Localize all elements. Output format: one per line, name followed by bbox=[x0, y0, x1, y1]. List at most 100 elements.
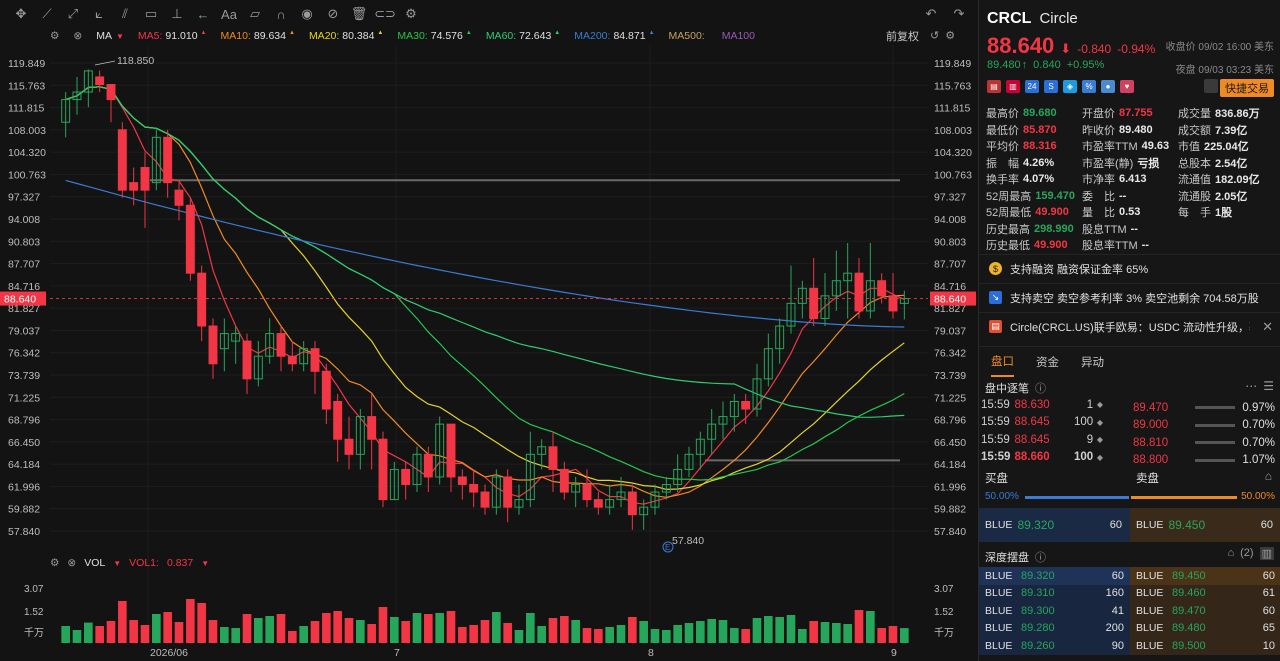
tab-orderbook[interactable]: 盘口 bbox=[991, 347, 1014, 377]
favorite-heart-icon[interactable]: ♥ bbox=[1120, 80, 1134, 93]
crosshair-icon[interactable]: ✥ bbox=[15, 6, 27, 21]
ray-tool-icon[interactable]: ⤢ bbox=[67, 6, 79, 21]
volume-bar bbox=[469, 625, 478, 643]
stat-label: 市盈率(静) bbox=[1082, 157, 1134, 170]
volume-bar bbox=[412, 613, 422, 643]
volume-bar bbox=[140, 625, 150, 643]
quick-trade-button[interactable]: 快捷交易 bbox=[1220, 79, 1274, 97]
price-tick-right: 90.803 bbox=[934, 236, 966, 248]
alert-icon[interactable]: ● bbox=[1101, 80, 1115, 93]
tick-qty: 9 bbox=[1086, 433, 1094, 446]
settings-icon[interactable]: ⚙ bbox=[50, 557, 60, 569]
after-hours-change-pct: +0.95% bbox=[1066, 59, 1105, 71]
volume-bar bbox=[356, 620, 365, 643]
note-tool-icon[interactable]: ▱ bbox=[250, 6, 260, 21]
ma-legend-item[interactable]: MA20: 80.384 ▲ bbox=[309, 30, 383, 42]
ma-legend-item[interactable]: MA30: 74.576 ▲ bbox=[397, 30, 471, 42]
line-tool-icon[interactable]: ⟋ bbox=[42, 6, 52, 21]
parallel-tool-icon[interactable]: ⫽ bbox=[122, 6, 128, 21]
bid-label: 买盘 bbox=[985, 473, 1008, 485]
candle-body bbox=[378, 438, 388, 501]
depth-ex: BLUE bbox=[1136, 604, 1164, 617]
info-icon[interactable]: ⓘ bbox=[1035, 552, 1046, 564]
text-tool-icon[interactable]: Aa bbox=[221, 6, 237, 22]
ma-legend-item[interactable]: MA60: 72.643 ▲ bbox=[486, 30, 560, 42]
channel-tool-icon[interactable]: ⟀ bbox=[95, 6, 103, 21]
tick-time: 15:59 bbox=[981, 433, 1010, 446]
arrow-tool-icon[interactable]: ← bbox=[196, 6, 210, 22]
undo-icon[interactable]: ↶ bbox=[925, 6, 937, 21]
magnet-icon[interactable]: ∩ bbox=[276, 6, 286, 22]
rect-tool-icon[interactable]: ▭ bbox=[144, 6, 158, 21]
more-icon[interactable]: ⋯ bbox=[1245, 379, 1258, 393]
options-icon[interactable]: S bbox=[1044, 80, 1058, 93]
notice-news[interactable]: ▤ Circle(CRCL.US)联手欧易：USDC 流动性升级，覆... ✕ bbox=[979, 312, 1280, 340]
notice-margin[interactable]: $ 支持融资 融资保证金率 65% bbox=[979, 254, 1280, 282]
depth-ask[interactable]: BLUE 89.480 65 bbox=[1130, 619, 1280, 637]
link-icon[interactable]: ⊂⊃ bbox=[374, 6, 396, 21]
measure-tool-icon[interactable]: ⊥ bbox=[171, 6, 183, 21]
volume-bar bbox=[265, 616, 274, 643]
depth-ask[interactable]: BLUE 89.500 10 bbox=[1130, 637, 1280, 655]
depth-bid[interactable]: BLUE 89.300 41 bbox=[979, 602, 1130, 620]
candle-body bbox=[265, 333, 275, 357]
info-icon[interactable]: ⓘ bbox=[1035, 383, 1046, 395]
settings-icon[interactable]: ⚙ bbox=[50, 30, 60, 42]
depth-bid[interactable]: BLUE 89.320 60 bbox=[979, 567, 1130, 585]
depth-chart-icon[interactable]: ▥ bbox=[1259, 547, 1274, 560]
settings-icon[interactable]: ⚙ bbox=[405, 6, 417, 21]
candle-body bbox=[491, 476, 501, 508]
24h-icon[interactable]: 24 bbox=[1025, 80, 1039, 93]
stat-item: 振 幅 4.26% bbox=[986, 156, 1082, 171]
redo-icon[interactable]: ↷ bbox=[953, 6, 965, 21]
close-icon[interactable]: ⊗ bbox=[67, 557, 77, 569]
bank-icon[interactable]: ⌂ bbox=[1227, 547, 1235, 559]
ma-legend-item[interactable]: MA10: 89.634 ▲ bbox=[221, 30, 295, 42]
volume-bar bbox=[174, 622, 184, 643]
best-ask[interactable]: BLUE 89.450 60 bbox=[1130, 508, 1280, 542]
stat-label: 昨收价 bbox=[1082, 124, 1115, 137]
vol-tick-left: 千万 bbox=[24, 627, 44, 639]
list-icon[interactable]: ☰ bbox=[1263, 379, 1274, 393]
chevron-down-icon[interactable]: ▼ bbox=[201, 558, 210, 568]
depth-ask[interactable]: BLUE 89.460 61 bbox=[1130, 584, 1280, 602]
eye-icon[interactable]: ◉ bbox=[301, 6, 313, 21]
depth-ask[interactable]: BLUE 89.470 60 bbox=[1130, 602, 1280, 620]
adjust-mode-label[interactable]: 前复权 bbox=[886, 31, 919, 43]
bell-icon[interactable] bbox=[1204, 79, 1218, 93]
depth-ask[interactable]: BLUE 89.450 60 bbox=[1130, 567, 1280, 585]
settings-icon[interactable]: ⚙ bbox=[945, 30, 956, 42]
chart-type-icon[interactable]: ▥ bbox=[1006, 80, 1020, 93]
candle-body bbox=[639, 506, 649, 516]
ma-legend-item[interactable]: MA100 bbox=[722, 30, 758, 42]
margin-icon[interactable]: % bbox=[1082, 80, 1096, 93]
reset-icon[interactable]: ↺ bbox=[930, 30, 940, 42]
tab-capital[interactable]: 资金 bbox=[1036, 356, 1059, 369]
ma-legend-item[interactable]: MA200: 84.871 ▲ bbox=[574, 30, 654, 42]
close-icon[interactable]: ⊗ bbox=[73, 30, 83, 42]
notice-short[interactable]: ↘ 支持卖空 卖空参考利率 3% 卖空池剩余 704.58万股 bbox=[979, 283, 1280, 311]
depth-bid[interactable]: BLUE 89.260 90 bbox=[979, 637, 1130, 655]
depth-bid[interactable]: BLUE 89.280 200 bbox=[979, 619, 1130, 637]
tick-price: 88.645 bbox=[1014, 416, 1050, 429]
stat-value: 49.63 bbox=[1141, 140, 1170, 153]
ma-legend-item[interactable]: MA500: bbox=[669, 30, 708, 42]
last-price: 88.640 bbox=[987, 33, 1055, 58]
chevron-down-icon[interactable]: ▼ bbox=[115, 31, 124, 41]
chevron-down-icon[interactable]: ▼ bbox=[113, 558, 122, 568]
hide-icon[interactable]: ⊘ bbox=[327, 6, 339, 21]
candle-body bbox=[559, 468, 569, 493]
price-tick-left: 73.739 bbox=[8, 370, 40, 382]
best-bid[interactable]: BLUE 89.320 60 bbox=[979, 508, 1130, 542]
tab-movement[interactable]: 异动 bbox=[1081, 356, 1104, 369]
price-level-row: 89.000 0.70% bbox=[1133, 417, 1275, 435]
bank-icon[interactable]: ⌂ bbox=[1264, 469, 1272, 483]
depth-bid[interactable]: BLUE 89.310 160 bbox=[979, 584, 1130, 602]
trash-icon[interactable]: 🗑 bbox=[350, 6, 368, 21]
ma-legend-item[interactable]: MA5: 91.010 ▲ bbox=[138, 30, 207, 42]
close-icon[interactable]: ✕ bbox=[1262, 318, 1273, 334]
trade-icon[interactable]: ◈ bbox=[1063, 80, 1077, 93]
tick-side-icon: ◆ bbox=[1096, 417, 1103, 427]
price-tick-left: 57.840 bbox=[8, 526, 40, 538]
candle-body bbox=[435, 423, 445, 478]
